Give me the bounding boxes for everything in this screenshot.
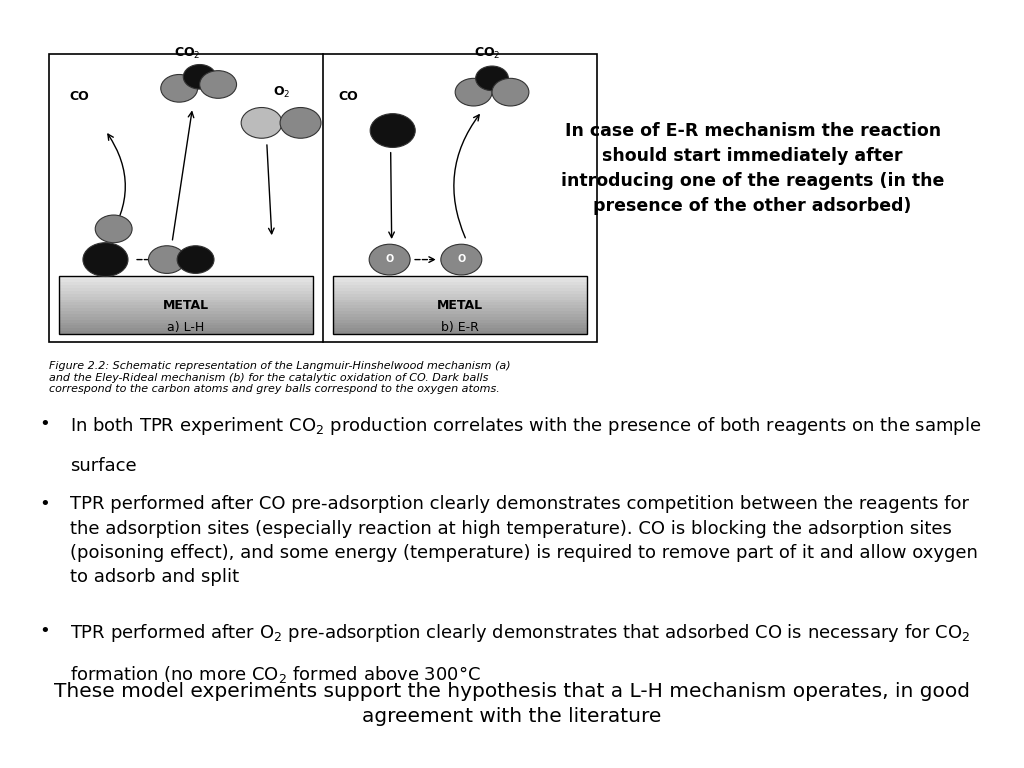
FancyBboxPatch shape bbox=[59, 323, 313, 326]
Text: O: O bbox=[385, 253, 394, 264]
Text: Figure 2.2: Schematic representation of the Langmuir-Hinshelwood mechanism (a)
a: Figure 2.2: Schematic representation of … bbox=[49, 361, 511, 394]
Text: CO: CO bbox=[70, 90, 89, 102]
Circle shape bbox=[183, 65, 216, 89]
FancyBboxPatch shape bbox=[59, 329, 313, 331]
FancyBboxPatch shape bbox=[59, 296, 313, 300]
Circle shape bbox=[95, 215, 132, 243]
Circle shape bbox=[440, 244, 482, 275]
Text: In both TPR experiment CO$_2$ production correlates with the presence of both re: In both TPR experiment CO$_2$ production… bbox=[70, 415, 981, 437]
Text: CO$_2$: CO$_2$ bbox=[174, 46, 201, 61]
FancyBboxPatch shape bbox=[334, 303, 587, 305]
Circle shape bbox=[455, 78, 493, 106]
FancyBboxPatch shape bbox=[334, 308, 587, 311]
Text: b) E-R: b) E-R bbox=[441, 322, 479, 334]
FancyBboxPatch shape bbox=[59, 319, 313, 323]
FancyBboxPatch shape bbox=[334, 331, 587, 334]
Circle shape bbox=[200, 71, 237, 98]
FancyBboxPatch shape bbox=[334, 291, 587, 294]
FancyBboxPatch shape bbox=[59, 314, 313, 316]
FancyBboxPatch shape bbox=[334, 314, 587, 316]
Circle shape bbox=[242, 108, 283, 138]
Circle shape bbox=[475, 66, 509, 91]
Circle shape bbox=[177, 246, 214, 273]
Text: METAL: METAL bbox=[163, 299, 209, 312]
Text: TPR performed after O$_2$ pre-adsorption clearly demonstrates that adsorbed CO i: TPR performed after O$_2$ pre-adsorption… bbox=[70, 622, 970, 644]
FancyBboxPatch shape bbox=[59, 305, 313, 308]
Text: surface: surface bbox=[70, 457, 136, 475]
FancyBboxPatch shape bbox=[49, 54, 597, 342]
Text: a) L-H: a) L-H bbox=[168, 322, 205, 334]
FancyBboxPatch shape bbox=[59, 282, 313, 285]
FancyBboxPatch shape bbox=[334, 285, 587, 288]
FancyBboxPatch shape bbox=[59, 280, 313, 282]
Text: METAL: METAL bbox=[437, 299, 483, 312]
FancyBboxPatch shape bbox=[334, 305, 587, 308]
FancyBboxPatch shape bbox=[334, 296, 587, 300]
Circle shape bbox=[161, 74, 198, 102]
FancyBboxPatch shape bbox=[334, 300, 587, 303]
Text: •: • bbox=[39, 415, 49, 432]
FancyBboxPatch shape bbox=[59, 331, 313, 334]
FancyBboxPatch shape bbox=[59, 291, 313, 294]
Text: CO: CO bbox=[338, 90, 358, 102]
Circle shape bbox=[371, 114, 416, 147]
FancyBboxPatch shape bbox=[59, 326, 313, 329]
Text: CO$_2$: CO$_2$ bbox=[474, 46, 500, 61]
Circle shape bbox=[148, 246, 185, 273]
FancyBboxPatch shape bbox=[334, 329, 587, 331]
Circle shape bbox=[280, 108, 322, 138]
FancyBboxPatch shape bbox=[59, 308, 313, 311]
FancyBboxPatch shape bbox=[334, 282, 587, 285]
FancyBboxPatch shape bbox=[334, 311, 587, 314]
Circle shape bbox=[493, 78, 529, 106]
FancyBboxPatch shape bbox=[334, 319, 587, 323]
FancyBboxPatch shape bbox=[59, 316, 313, 319]
FancyBboxPatch shape bbox=[334, 294, 587, 296]
FancyBboxPatch shape bbox=[59, 288, 313, 291]
FancyBboxPatch shape bbox=[334, 280, 587, 282]
Text: O$_2$: O$_2$ bbox=[273, 84, 291, 100]
Circle shape bbox=[369, 244, 410, 275]
FancyBboxPatch shape bbox=[334, 323, 587, 326]
Text: formation (no more CO$_2$ formed above 300°C: formation (no more CO$_2$ formed above 3… bbox=[70, 664, 480, 685]
Text: TPR performed after CO pre-adsorption clearly demonstrates competition between t: TPR performed after CO pre-adsorption cl… bbox=[70, 495, 978, 586]
FancyBboxPatch shape bbox=[334, 288, 587, 291]
FancyBboxPatch shape bbox=[59, 311, 313, 314]
FancyBboxPatch shape bbox=[334, 276, 587, 280]
FancyBboxPatch shape bbox=[59, 276, 313, 280]
FancyBboxPatch shape bbox=[334, 316, 587, 319]
Text: •: • bbox=[39, 495, 49, 513]
Text: O: O bbox=[457, 253, 466, 264]
FancyBboxPatch shape bbox=[334, 326, 587, 329]
FancyBboxPatch shape bbox=[59, 303, 313, 305]
Text: In case of E-R mechanism the reaction
should start immediately after
introducing: In case of E-R mechanism the reaction sh… bbox=[561, 122, 944, 216]
Circle shape bbox=[83, 243, 128, 276]
FancyBboxPatch shape bbox=[59, 300, 313, 303]
FancyBboxPatch shape bbox=[59, 285, 313, 288]
Text: •: • bbox=[39, 622, 49, 640]
FancyBboxPatch shape bbox=[59, 294, 313, 296]
Text: These model experiments support the hypothesis that a L-H mechanism operates, in: These model experiments support the hypo… bbox=[54, 682, 970, 726]
